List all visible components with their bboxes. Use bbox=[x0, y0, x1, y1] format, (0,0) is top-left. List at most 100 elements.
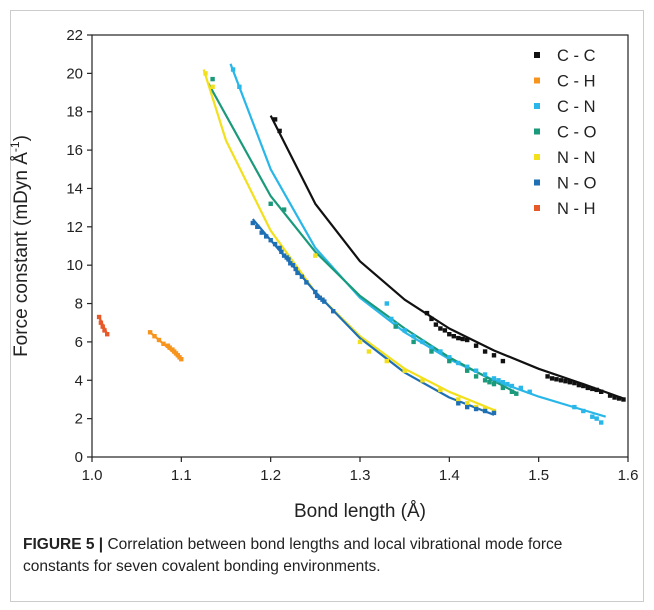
data-point bbox=[572, 380, 577, 386]
data-point bbox=[366, 349, 372, 354]
data-point bbox=[179, 357, 184, 362]
y-axis-title-sup: -1 bbox=[8, 141, 22, 152]
data-point bbox=[402, 368, 407, 373]
data-point bbox=[509, 389, 515, 394]
data-point bbox=[447, 332, 452, 337]
data-point bbox=[456, 335, 461, 341]
data-point bbox=[607, 393, 613, 398]
data-point bbox=[264, 234, 269, 239]
x-tick-label: 1.1 bbox=[171, 467, 192, 484]
y-tick-label: 14 bbox=[66, 180, 83, 197]
data-point bbox=[102, 328, 107, 333]
data-point bbox=[563, 379, 568, 384]
data-point bbox=[527, 389, 532, 394]
data-point bbox=[500, 380, 506, 385]
data-point bbox=[429, 349, 434, 354]
data-point bbox=[281, 253, 287, 258]
data-point bbox=[514, 391, 519, 396]
data-point bbox=[581, 408, 586, 414]
data-point bbox=[268, 238, 273, 243]
legend-marker bbox=[534, 103, 540, 109]
data-point bbox=[429, 316, 434, 322]
data-point bbox=[317, 295, 322, 300]
data-point bbox=[290, 263, 296, 268]
data-point bbox=[237, 84, 242, 89]
x-tick-label: 1.0 bbox=[82, 467, 103, 484]
data-point bbox=[482, 408, 488, 414]
legend-marker bbox=[534, 179, 540, 186]
data-point bbox=[420, 339, 425, 345]
data-point bbox=[384, 301, 389, 306]
data-point bbox=[585, 385, 590, 391]
legend-label: C - N bbox=[557, 98, 596, 116]
data-point bbox=[304, 280, 309, 285]
data-point bbox=[590, 386, 595, 392]
y-axis-title: Force constant (mDyn Å-1) bbox=[8, 135, 32, 357]
legend-label: N - O bbox=[557, 175, 597, 193]
x-tick-label: 1.4 bbox=[439, 467, 460, 484]
data-point bbox=[147, 330, 153, 335]
data-point bbox=[210, 76, 215, 82]
data-point bbox=[456, 360, 461, 366]
data-point bbox=[152, 334, 157, 339]
fit-line bbox=[229, 63, 607, 418]
data-point bbox=[612, 395, 617, 400]
y-tick-label: 4 bbox=[75, 372, 83, 389]
data-point bbox=[277, 128, 282, 134]
data-point bbox=[473, 406, 479, 412]
data-point bbox=[420, 378, 425, 383]
data-point bbox=[500, 358, 506, 364]
x-tick-label: 1.3 bbox=[350, 467, 371, 484]
y-tick-label: 0 bbox=[75, 449, 83, 466]
data-point bbox=[456, 397, 461, 402]
data-point bbox=[438, 349, 443, 354]
data-point bbox=[482, 349, 488, 354]
chart: 1.0 1.1 1.2 1.3 1.4 1.5 1.6 0 2 4 6 8 10 12 14 16 18 20 22… bbox=[8, 27, 638, 522]
data-point bbox=[100, 324, 105, 329]
data-point bbox=[250, 220, 255, 226]
data-point bbox=[295, 270, 300, 276]
data-point bbox=[447, 358, 452, 364]
figure-caption: FIGURE 5 | Correlation between bond leng… bbox=[23, 534, 633, 578]
legend-label: C - H bbox=[557, 73, 596, 91]
axes: 1.0 1.1 1.2 1.3 1.4 1.5 1.6 0 2 4 6 8 10 12 14 16 18 20 22 bbox=[66, 27, 638, 484]
data-point bbox=[279, 249, 284, 254]
data-point bbox=[293, 266, 298, 272]
y-tick-label: 20 bbox=[66, 65, 83, 82]
data-point bbox=[545, 374, 550, 379]
data-point bbox=[272, 241, 278, 247]
data-point bbox=[288, 261, 293, 266]
data-point bbox=[411, 339, 416, 345]
y-axis-title-close: ) bbox=[11, 135, 32, 141]
legend-label: N - H bbox=[557, 200, 596, 218]
data-point bbox=[465, 404, 470, 410]
data-point bbox=[505, 381, 510, 387]
data-point bbox=[447, 355, 452, 360]
data-point bbox=[438, 326, 443, 331]
data-point bbox=[621, 397, 626, 402]
y-tick-label: 10 bbox=[66, 257, 83, 274]
data-point bbox=[322, 299, 327, 304]
legend-label: C - O bbox=[557, 124, 597, 142]
x-tick-label: 1.2 bbox=[260, 467, 281, 484]
caption-text: Correlation between bond lengths and loc… bbox=[23, 536, 563, 575]
y-tick-label: 2 bbox=[75, 411, 83, 428]
data-point bbox=[451, 334, 456, 339]
data-point bbox=[599, 420, 604, 425]
data-point bbox=[433, 322, 439, 327]
data-point bbox=[105, 332, 110, 337]
legend-marker bbox=[534, 77, 540, 84]
data-point bbox=[473, 343, 479, 348]
data-point bbox=[314, 293, 320, 299]
y-tick-label: 16 bbox=[66, 142, 83, 159]
plot-frame bbox=[91, 34, 629, 458]
fit-line bbox=[207, 82, 517, 394]
data-point bbox=[518, 385, 523, 391]
data-point bbox=[554, 377, 559, 382]
data-point bbox=[281, 207, 287, 212]
y-tick-label: 8 bbox=[75, 296, 83, 313]
data-point bbox=[465, 364, 470, 369]
data-point bbox=[156, 337, 162, 343]
data-point bbox=[567, 380, 573, 385]
data-point bbox=[500, 385, 506, 391]
